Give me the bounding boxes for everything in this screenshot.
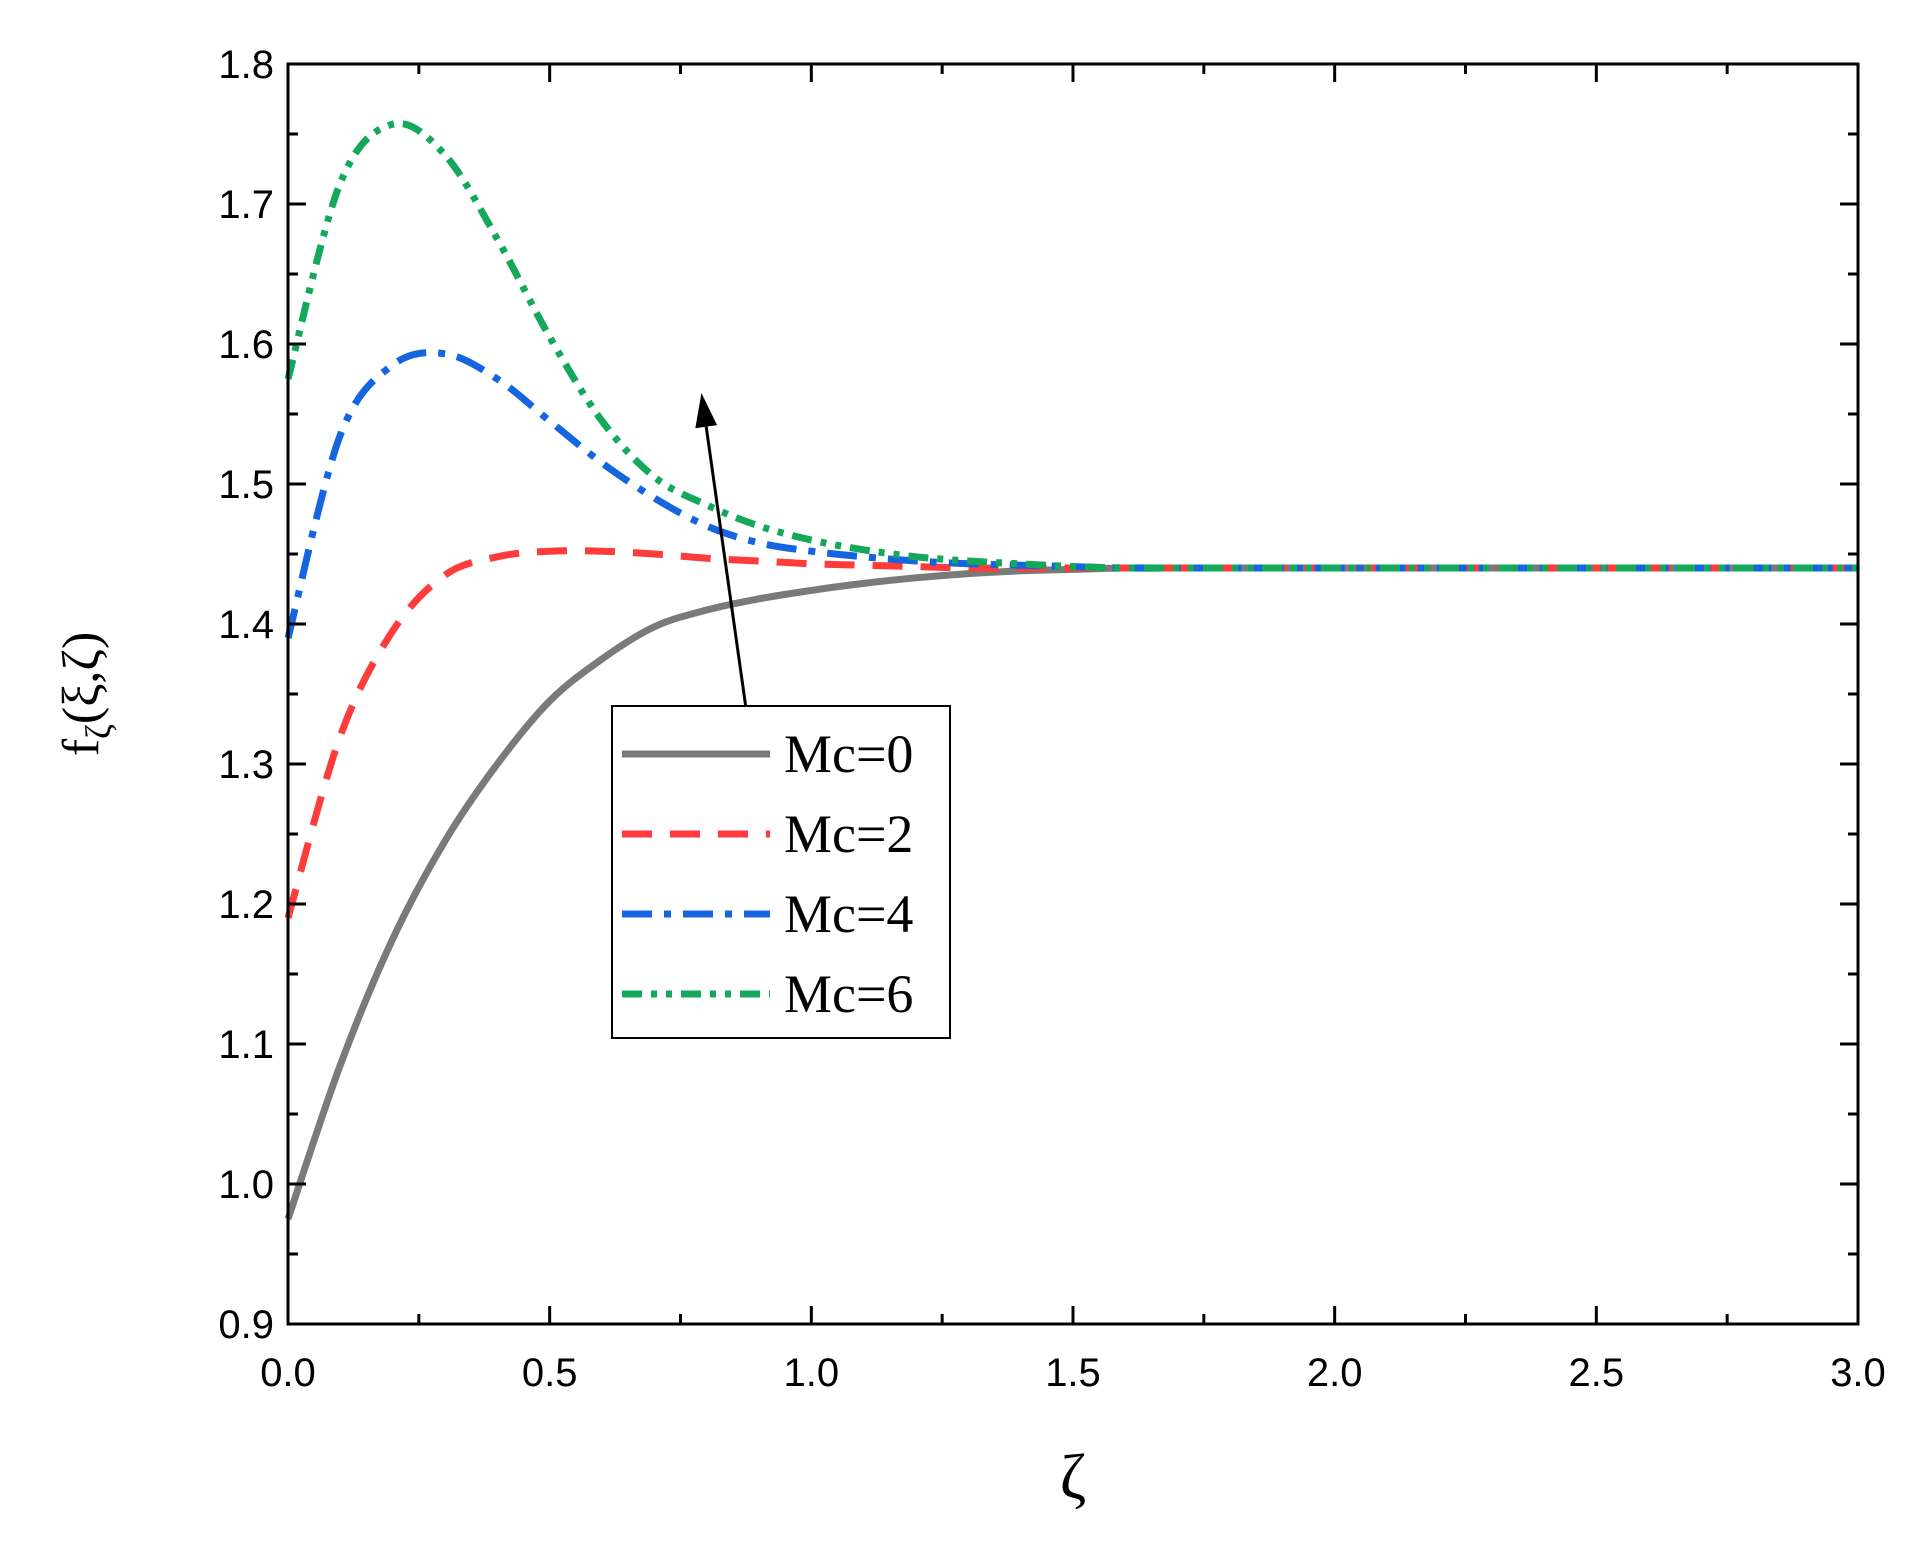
series-line-0	[284, 564, 1858, 1221]
x-tick-label: 0.0	[260, 1351, 316, 1395]
x-axis-title: ζ	[1060, 1441, 1087, 1512]
y-axis-title-rest: (ξ,ζ)	[53, 632, 110, 724]
y-tick-label: 1.0	[218, 1163, 274, 1207]
x-axis: 0.0 0.5 1.0 1.5 2.0 2.5 3.0	[260, 64, 1886, 1395]
trend-arrow	[695, 393, 751, 727]
y-axis: 0.9 1.0 1.1 1.2 1.3 1.4 1.5 1.6 1.7 1.8	[218, 43, 1858, 1347]
y-tick-label: 1.8	[218, 43, 274, 87]
x-tick-label: 3.0	[1830, 1351, 1886, 1395]
legend-label-3: Mc=6	[784, 964, 913, 1024]
y-tick-label: 1.5	[218, 463, 274, 507]
legend: Mc=0 Mc=2 Mc=4 Mc=6	[611, 705, 951, 1039]
y-tick-label: 1.4	[218, 603, 274, 647]
x-tick-label: 2.0	[1307, 1351, 1363, 1395]
x-tick-label: 2.5	[1569, 1351, 1625, 1395]
y-tick-label: 0.9	[218, 1303, 274, 1347]
y-tick-label: 1.2	[218, 883, 274, 927]
y-tick-label: 1.6	[218, 323, 274, 367]
series-lines	[284, 119, 1858, 1221]
y-tick-label: 1.3	[218, 743, 274, 787]
series-line-3	[284, 119, 1858, 572]
y-tick-label: 1.1	[218, 1023, 274, 1067]
y-axis-title-main: f	[53, 738, 110, 756]
arrow-head	[695, 393, 718, 429]
legend-box	[611, 705, 951, 1039]
plot-frame	[286, 62, 1860, 1326]
legend-label-1: Mc=2	[784, 804, 913, 864]
x-tick-label: 1.5	[1045, 1351, 1101, 1395]
legend-label-0: Mc=0	[784, 724, 913, 784]
arrow-shaft	[704, 426, 751, 727]
x-tick-label: 0.5	[522, 1351, 578, 1395]
y-axis-title-subscript: ζ	[78, 724, 118, 739]
x-tick-label: 1.0	[784, 1351, 840, 1395]
series-line-2	[284, 349, 1858, 639]
y-axis-title: fζ(ξ,ζ)	[53, 632, 118, 757]
legend-label-2: Mc=4	[784, 884, 913, 944]
y-tick-label: 1.7	[218, 183, 274, 227]
